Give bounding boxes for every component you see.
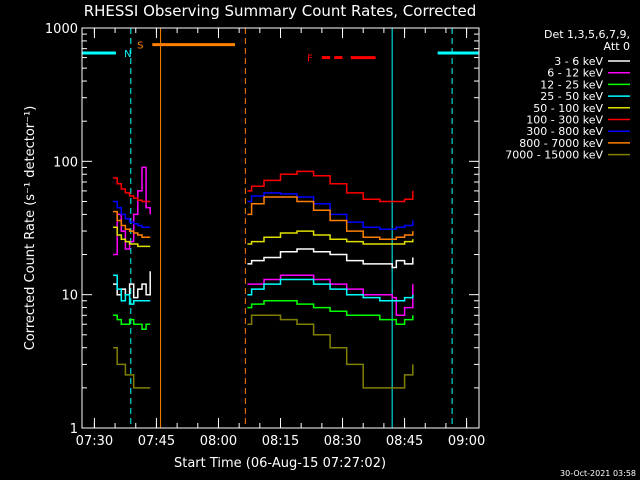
y-tick-label: 1 — [70, 422, 78, 437]
x-axis-label: Start Time (06-Aug-15 07:27:02) — [174, 456, 386, 471]
series-line — [113, 166, 151, 256]
legend-label: 50 - 100 keV — [533, 102, 603, 115]
series-line — [113, 200, 151, 229]
x-tick-label: 07:30 — [76, 434, 113, 449]
series-line — [247, 170, 414, 203]
flag-label: N — [124, 49, 131, 60]
x-tick-label: 08:15 — [262, 434, 299, 449]
x-tick-label: 08:00 — [200, 434, 237, 449]
series-line — [247, 300, 414, 325]
legend-label: 3 - 6 keV — [554, 55, 603, 68]
chart-title: RHESSI Observing Summary Count Rates, Co… — [84, 2, 477, 20]
y-tick-label: 1000 — [45, 22, 78, 37]
flag-label: S — [137, 41, 143, 52]
legend-label: 800 - 7000 keV — [519, 137, 603, 150]
y-axis-ticks: 1 10 100 1000 — [45, 22, 479, 437]
legend-label: 300 - 800 keV — [526, 125, 603, 138]
series-line — [113, 314, 151, 331]
series-line — [113, 274, 151, 305]
series-line — [247, 274, 414, 317]
series-line — [247, 314, 414, 389]
legend-label: 100 - 300 keV — [526, 114, 603, 127]
x-tick-label: 07:45 — [138, 434, 175, 449]
flag-layer: NS F — [82, 41, 479, 65]
legend-label: 6 - 12 keV — [547, 67, 603, 80]
flag-label: F — [307, 54, 313, 65]
series-line — [247, 248, 414, 269]
x-tick-label: 08:45 — [386, 434, 423, 449]
y-tick-label: 100 — [53, 155, 78, 170]
legend-header-line-2: Att 0 — [604, 40, 630, 53]
series-layer — [113, 166, 414, 389]
y-tick-label: 10 — [61, 289, 78, 304]
x-axis-ticks: 07:30 07:45 08:00 08:15 08:30 08:45 09:00 — [76, 28, 485, 449]
series-line — [247, 192, 414, 230]
legend-label: 12 - 25 keV — [540, 78, 603, 91]
series-line — [113, 226, 151, 248]
series-line — [113, 346, 151, 389]
series-line — [113, 271, 151, 299]
series-line — [113, 210, 151, 238]
y-axis-label: Corrected Count Rate (s⁻¹ detector⁻¹) — [23, 106, 38, 351]
x-tick-label: 09:00 — [448, 434, 485, 449]
series-line — [247, 278, 414, 302]
legend-label: 25 - 50 keV — [540, 90, 603, 103]
series-line — [247, 196, 414, 241]
x-tick-label: 08:30 — [324, 434, 361, 449]
legend-header-line-1: Det 1,3,5,6,7,9, — [544, 28, 630, 41]
timestamp: 30-Oct-2021 03:58 — [560, 469, 636, 478]
legend-label: 7000 - 15000 keV — [505, 149, 603, 162]
series-line — [247, 230, 414, 245]
series-line — [113, 177, 151, 203]
